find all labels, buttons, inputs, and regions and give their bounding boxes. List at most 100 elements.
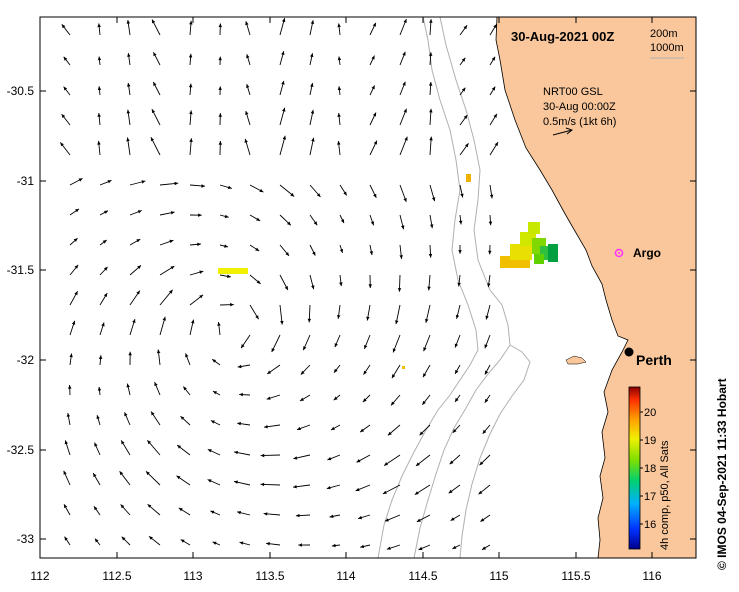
product-time: 30-Aug 00:00Z <box>543 101 616 113</box>
current-arrowhead <box>339 249 344 253</box>
x-tick-label: 115 <box>489 569 508 583</box>
current-arrowhead <box>207 479 212 483</box>
current-arrowhead <box>176 475 181 480</box>
current-arrowhead <box>227 274 231 278</box>
current-arrowhead <box>119 471 124 476</box>
credit-text: © IMOS 04-Sep-2021 11:33 Hobart <box>715 378 729 570</box>
x-tick-label: 114.5 <box>408 569 437 583</box>
current-arrowhead <box>290 192 295 197</box>
current-arrowhead <box>124 412 128 417</box>
current-arrowhead <box>326 486 331 490</box>
current-arrowhead <box>198 213 202 217</box>
current-arrowhead <box>427 286 431 291</box>
current-arrowhead <box>151 109 156 114</box>
current-arrowhead <box>382 490 387 494</box>
x-tick-label: 112.5 <box>102 569 131 583</box>
current-arrowhead <box>310 20 315 25</box>
current-arrowhead <box>448 489 453 494</box>
depth-legend-200: 200m <box>650 28 678 40</box>
current-arrowhead <box>97 113 101 117</box>
current-arrowhead <box>267 370 272 374</box>
coastline <box>495 17 629 558</box>
current-arrowhead <box>282 18 286 23</box>
current-arrowhead <box>298 543 302 547</box>
current-arrowhead <box>431 197 436 202</box>
current-arrowhead <box>300 370 305 375</box>
current-arrowhead <box>482 546 486 550</box>
current-arrowhead <box>316 193 321 197</box>
sst-patches <box>218 174 558 369</box>
current-arrowhead <box>217 322 221 326</box>
current-arrowhead <box>162 316 166 321</box>
current-arrowhead <box>156 349 161 354</box>
current-arrowhead <box>419 431 424 436</box>
current-arrowhead <box>455 369 459 374</box>
current-arrowhead <box>237 421 241 426</box>
plot-frame <box>39 16 697 559</box>
current-arrowhead <box>126 383 130 388</box>
current-arrowhead <box>281 51 285 55</box>
current-arrowhead <box>331 543 336 548</box>
current-arrowhead <box>493 113 497 118</box>
depth-legend-1000: 1000m <box>650 42 684 54</box>
current-arrowhead <box>224 244 228 248</box>
y-tick-label: -33 <box>17 532 35 546</box>
current-arrowhead <box>97 56 102 61</box>
current-arrowhead <box>310 53 314 58</box>
current-arrowhead <box>60 142 64 147</box>
current-arrowhead <box>282 107 286 112</box>
current-arrowhead <box>189 110 193 115</box>
current-arrowhead <box>494 142 498 147</box>
current-arrowhead <box>73 238 78 242</box>
current-arrowhead <box>423 373 427 378</box>
current-arrowhead <box>210 510 215 514</box>
current-arrowhead <box>402 51 406 56</box>
current-arrowhead <box>126 20 131 24</box>
current-arrowhead <box>460 193 464 198</box>
colorbar-tick-label: 20 <box>644 407 656 419</box>
current-arrowhead <box>428 52 433 56</box>
current-arrowhead <box>484 398 489 403</box>
current-arrowhead <box>64 440 68 445</box>
current-arrowhead <box>311 137 315 142</box>
current-arrowhead <box>153 52 157 57</box>
current-arrowhead <box>180 416 185 420</box>
current-arrowhead <box>403 19 407 23</box>
current-arrowhead <box>63 56 68 61</box>
current-arrowhead <box>479 461 484 466</box>
current-arrowhead <box>285 252 289 256</box>
current-arrowhead <box>255 315 259 320</box>
current-arrowhead <box>452 545 457 549</box>
current-arrowhead <box>337 23 341 28</box>
current-arrowhead <box>260 453 265 458</box>
y-axis <box>40 90 696 540</box>
current-arrowhead <box>218 56 222 61</box>
argo-label: Argo <box>633 246 661 260</box>
current-arrowhead <box>362 398 367 403</box>
current-arrowhead <box>212 359 217 363</box>
current-arrowhead <box>429 19 433 23</box>
current-arrowhead <box>191 319 195 324</box>
current-arrowhead <box>63 86 68 91</box>
current-arrowhead <box>97 23 101 28</box>
current-arrowhead <box>218 113 222 117</box>
x-tick-label: 112 <box>30 569 49 583</box>
current-arrowhead <box>429 136 433 141</box>
current-arrowhead <box>256 217 261 221</box>
current-arrowhead <box>310 83 314 87</box>
current-arrowhead <box>368 284 372 288</box>
current-arrowhead <box>403 197 407 202</box>
land-mass <box>496 17 696 558</box>
current-arrowhead <box>391 374 396 379</box>
current-arrowhead <box>428 253 433 258</box>
current-arrowhead <box>329 514 334 518</box>
current-arrowhead <box>392 348 396 353</box>
current-arrowhead <box>141 180 146 184</box>
current-arrowhead <box>465 143 469 148</box>
current-arrowhead <box>210 420 215 424</box>
y-tick-label: -31.5 <box>7 263 35 277</box>
current-arrowhead <box>188 53 193 58</box>
current-arrowhead <box>371 55 375 60</box>
current-arrowhead <box>147 440 151 445</box>
current-arrowhead <box>227 185 232 190</box>
